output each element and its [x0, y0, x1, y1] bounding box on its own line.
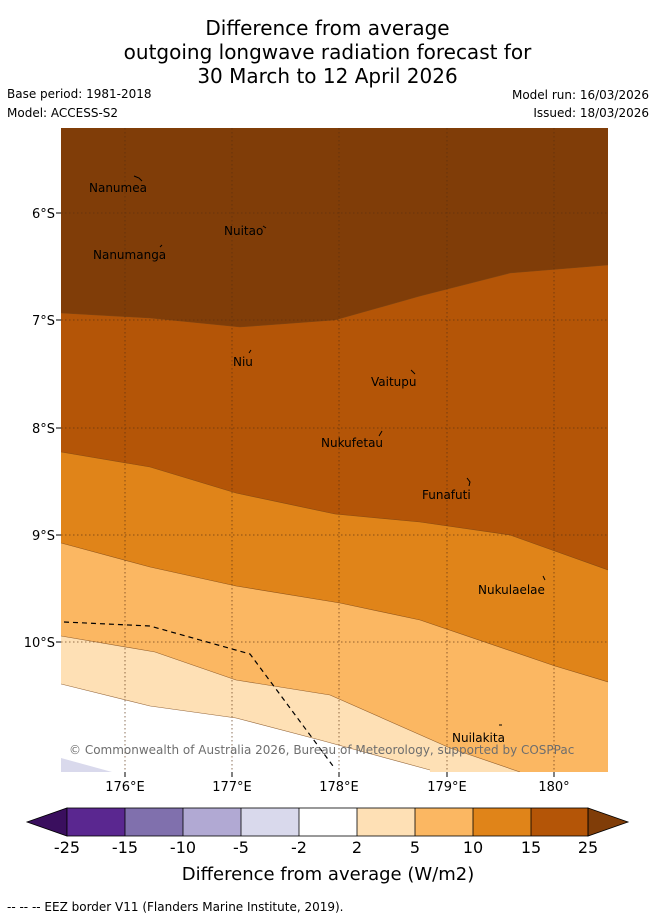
- island-funafuti-shape: [466, 477, 471, 487]
- lon-label-176e: 176°E: [105, 780, 145, 795]
- colorbar-tick-label: -25: [54, 838, 80, 857]
- place-labels: Nanumea Nuitao Nanumanga Niu Vaitupu Nuk…: [89, 181, 545, 745]
- anomaly-bands: Nanumea Nuitao Nanumanga Niu Vaitupu Nuk…: [61, 128, 608, 772]
- island-nukulaelae-shape: [542, 575, 546, 581]
- colorbar-tick-label: 10: [463, 838, 483, 857]
- base-period: Base period: 1981-2018: [7, 87, 152, 101]
- colorbar-over-arrow: [587, 807, 630, 837]
- lon-label-179e: 179°E: [427, 780, 467, 795]
- island-niu-shape: [248, 349, 252, 354]
- lon-label-177e: 177°E: [212, 780, 252, 795]
- copyright-notice: © Commonwealth of Australia 2026, Bureau…: [69, 743, 574, 757]
- colorbar-tick-label: 15: [521, 838, 541, 857]
- colorbar-segment-7: [415, 808, 473, 836]
- place-label-vaitupu: Vaitupu: [371, 375, 417, 389]
- island-nanumanga-shape: [159, 244, 163, 248]
- island-vaitupu-shape: [410, 369, 416, 375]
- band-above-25: [61, 128, 608, 327]
- colorbar-segment-4: [241, 808, 299, 836]
- title-line-2: outgoing longwave radiation forecast for: [123, 40, 532, 64]
- colorbar-tick-label: -15: [112, 838, 138, 857]
- lat-label-10s: 10°S: [24, 636, 55, 651]
- colorbar-tick-label: 25: [578, 838, 598, 857]
- model-run: Model run: 16/03/2026: [511, 88, 649, 102]
- lat-label-7s: 7°S: [32, 314, 55, 329]
- lon-label-178e: 178°E: [319, 780, 359, 795]
- place-label-niu: Niu: [233, 355, 253, 369]
- island-shapes: [133, 175, 546, 726]
- colorbar-tick-label: -10: [170, 838, 196, 857]
- lat-label-6s: 6°S: [32, 207, 55, 222]
- graticule: [61, 128, 608, 772]
- colorbar-ticks: -25 -15 -10 -5 -2 2 5 10 15 25: [54, 838, 598, 857]
- place-label-nanumanga: Nanumanga: [93, 248, 166, 262]
- lat-label-9s: 9°S: [32, 529, 55, 544]
- island-nanumea-shape: [133, 175, 143, 182]
- colorbar-segment-5: [299, 808, 357, 836]
- model-name: Model: ACCESS-S2: [7, 106, 119, 120]
- contour-lines: [61, 264, 608, 772]
- place-label-nukulaelae: Nukulaelae: [478, 583, 545, 597]
- title-line-3: 30 March to 12 April 2026: [197, 64, 458, 88]
- colorbar-segment-1: [67, 808, 125, 836]
- place-label-nukufetau: Nukufetau: [321, 436, 383, 450]
- colorbar-tick-label: -5: [233, 838, 249, 857]
- latitude-labels: 6°S 7°S 8°S 9°S 10°S: [24, 207, 61, 651]
- colorbar-tick-label: 2: [352, 838, 362, 857]
- colorbar-tick-label: -2: [291, 838, 307, 857]
- place-label-nanumea: Nanumea: [89, 181, 147, 195]
- lat-label-8s: 8°S: [32, 422, 55, 437]
- colorbar: -25 -15 -10 -5 -2 2 5 10 15 25 Differenc…: [25, 807, 630, 885]
- issued-date: Issued: 18/03/2026: [533, 106, 649, 120]
- band-negative-weak: [61, 758, 112, 772]
- colorbar-segment-2: [125, 808, 183, 836]
- colorbar-title: Difference from average (W/m2): [182, 864, 474, 885]
- island-nukufetau-shape: [378, 430, 383, 437]
- place-label-nuitao: Nuitao: [224, 224, 263, 238]
- place-label-funafuti: Funafuti: [422, 488, 471, 502]
- title-line-1: Difference from average: [205, 16, 450, 40]
- colorbar-under-arrow: [25, 807, 68, 837]
- island-nuitao-shape: [262, 225, 267, 229]
- colorbar-segment-6: [357, 808, 415, 836]
- eez-border: [63, 621, 334, 767]
- colorbar-segment-8: [473, 808, 531, 836]
- colorbar-segment-3: [183, 808, 241, 836]
- place-label-nuilakita: Nuilakita: [452, 731, 505, 745]
- longitude-labels: 176°E 177°E 178°E 179°E 180°: [105, 772, 570, 795]
- colorbar-segment-9: [531, 808, 588, 836]
- colorbar-tick-label: 5: [410, 838, 420, 857]
- lon-label-180: 180°: [538, 780, 569, 795]
- legend-footnote: -- -- -- EEZ border V11 (Flanders Marine…: [7, 900, 344, 914]
